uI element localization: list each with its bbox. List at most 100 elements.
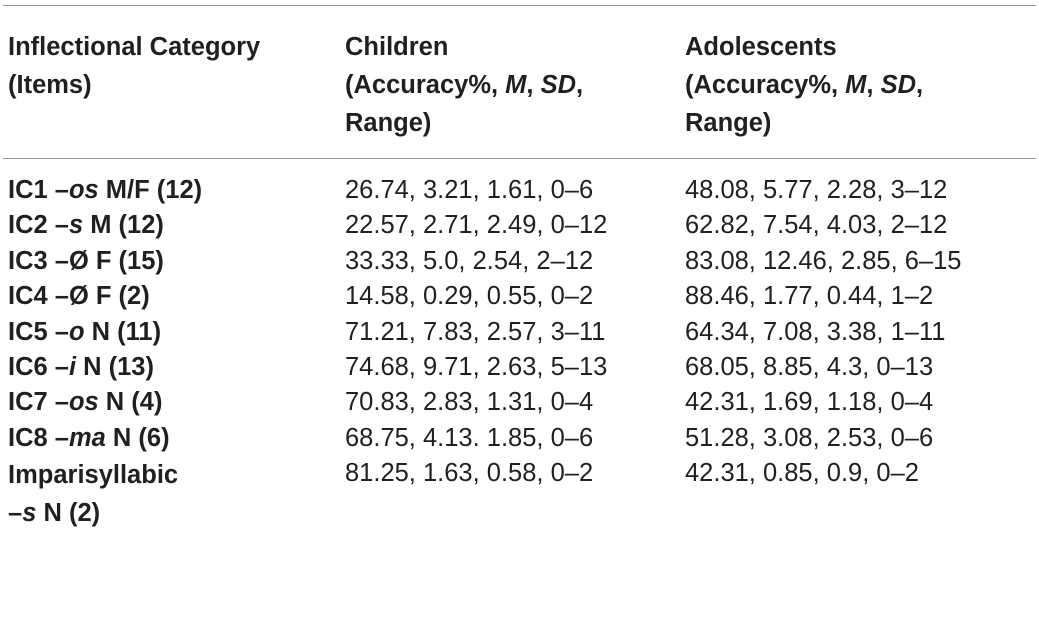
text-segment: , [866, 71, 881, 99]
header-rule [3, 158, 1036, 159]
category-cell: Imparisyllabic –s N (2) [3, 456, 343, 532]
text-segment: , [526, 71, 541, 99]
text-segment: IC8 – [8, 423, 69, 452]
text-segment: Children [345, 33, 449, 61]
table-row: IC4 –Ø F (2) 14.58, 0.29, 0.55, 0–2 88.46,… [3, 279, 1036, 314]
text-segment: IC2 – [8, 211, 69, 240]
text-line: IC8 –ma N (6) [8, 421, 343, 456]
text-segment: , [576, 71, 584, 99]
children-cell: 81.25, 1.63, 0.58, 0–2 [345, 459, 594, 488]
header-children: Children (Accuracy%, M, SD, Range) [343, 28, 683, 142]
text-line: Range) [345, 104, 683, 142]
text-segment: Adolescents [685, 33, 837, 61]
text-line: Children [345, 28, 683, 66]
text-line: IC1 –os M/F (12) [8, 173, 343, 208]
children-cell: 68.75, 4.13. 1.85, 0–6 [345, 423, 594, 452]
children-cell: 71.21, 7.83, 2.57, 3–11 [345, 317, 606, 346]
text-segment: M/F (12) [98, 176, 203, 204]
category-cell: IC7 –os N (4) [3, 385, 343, 420]
children-cell: 33.33, 5.0, 2.54, 2–12 [345, 246, 594, 275]
text-line: (Accuracy%, M, SD, [345, 66, 683, 104]
adolescents-cell: 42.31, 1.69, 1.18, 0–4 [685, 388, 934, 417]
text-line: –s N (2) [8, 494, 343, 532]
table-row: IC8 –ma N (6) 68.75, 4.13. 1.85, 0–6 51.28… [3, 421, 1036, 456]
text-segment: N (4) [98, 388, 163, 417]
results-table: Inflectional Category (Items) Children (Ac… [3, 5, 1036, 532]
children-cell: 70.83, 2.83, 1.31, 0–4 [345, 388, 594, 417]
italic-text: os [68, 176, 99, 204]
italic-text: SD [540, 71, 577, 99]
children-cell: 26.74, 3.21, 1.61, 0–6 [345, 176, 594, 204]
text-line: Range) [685, 104, 1036, 142]
text-segment: N (13) [76, 353, 154, 382]
category-cell: IC2 –s M (12) [3, 208, 343, 243]
italic-text: o [68, 317, 85, 346]
header-inflectional-category: Inflectional Category (Items) [3, 28, 343, 104]
italic-text: i [68, 353, 77, 382]
text-segment: (Items) [8, 71, 92, 99]
text-segment: Range) [345, 109, 432, 137]
text-line: IC5 –o N (11) [8, 315, 343, 350]
adolescents-cell: 88.46, 1.77, 0.44, 1–2 [685, 282, 934, 311]
table-row: Imparisyllabic –s N (2) 81.25, 1.63, 0.58,… [3, 456, 1036, 532]
text-segment: M (12) [83, 211, 164, 240]
italic-text: M [845, 71, 867, 99]
text-segment: (Accuracy%, [345, 71, 506, 99]
italic-text: s [68, 211, 84, 240]
text-segment: Inflectional Category [8, 33, 261, 61]
text-segment: Range) [685, 109, 772, 137]
text-line: IC3 –Ø F (15) [8, 244, 343, 279]
table-row: IC2 –s M (12) 22.57, 2.71, 2.49, 0–12 62.8… [3, 208, 1036, 243]
text-line: IC7 –os N (4) [8, 385, 343, 420]
italic-text: M [505, 71, 527, 99]
text-line: (Items) [8, 66, 343, 104]
italic-text: ma [68, 423, 106, 452]
text-segment: N (11) [84, 317, 162, 346]
table-row: IC5 –o N (11) 71.21, 7.83, 2.57, 3–11 64.3… [3, 315, 1036, 350]
adolescents-cell: 68.05, 8.85, 4.3, 0–13 [685, 353, 934, 382]
category-cell: IC5 –o N (11) [3, 315, 343, 350]
category-cell: IC3 –Ø F (15) [3, 244, 343, 279]
italic-text: s [22, 499, 37, 528]
text-segment: N (2) [36, 499, 101, 528]
adolescents-cell: 83.08, 12.46, 2.85, 6–15 [685, 246, 962, 275]
children-cell: 22.57, 2.71, 2.49, 0–12 [345, 211, 608, 240]
text-line: Imparisyllabic [8, 456, 343, 494]
category-cell: IC8 –ma N (6) [3, 421, 343, 456]
table-row: IC3 –Ø F (15) 33.33, 5.0, 2.54, 2–12 83.08… [3, 244, 1036, 279]
adolescents-cell: 62.82, 7.54, 4.03, 2–12 [685, 211, 948, 240]
children-cell: 74.68, 9.71, 2.63, 5–13 [345, 353, 608, 382]
header-adolescents: Adolescents (Accuracy%, M, SD, Range) [683, 28, 1036, 142]
text-segment: N (6) [105, 423, 170, 452]
adolescents-cell: 48.08, 5.77, 2.28, 3–12 [685, 176, 948, 204]
text-segment: IC5 – [8, 317, 69, 346]
text-line: Inflectional Category [8, 28, 343, 66]
text-line: (Accuracy%, M, SD, [685, 66, 1036, 104]
text-segment: IC1 – [8, 176, 69, 204]
table-row: IC6 –i N (13) 74.68, 9.71, 2.63, 5–13 68.0… [3, 350, 1036, 385]
italic-text: SD [880, 71, 917, 99]
text-segment: IC7 – [8, 388, 69, 417]
text-segment: – [8, 499, 23, 528]
text-line: IC6 –i N (13) [8, 350, 343, 385]
text-segment: , [916, 71, 924, 99]
text-segment: (Accuracy%, [685, 71, 846, 99]
adolescents-cell: 42.31, 0.85, 0.9, 0–2 [685, 459, 919, 488]
table-row: IC7 –os N (4) 70.83, 2.83, 1.31, 0–4 42.31… [3, 385, 1036, 420]
text-segment: IC3 –Ø F (15) [8, 246, 164, 275]
text-line: IC4 –Ø F (2) [8, 279, 343, 314]
italic-text: os [68, 388, 99, 417]
header-row: Inflectional Category (Items) Children (Ac… [3, 6, 1036, 158]
text-segment: IC6 – [8, 353, 69, 382]
adolescents-cell: 51.28, 3.08, 2.53, 0–6 [685, 423, 934, 452]
text-segment: Imparisyllabic [8, 461, 179, 490]
text-line: IC2 –s M (12) [8, 208, 343, 243]
text-line: Adolescents [685, 28, 1036, 66]
category-cell: IC4 –Ø F (2) [3, 279, 343, 314]
category-cell: IC6 –i N (13) [3, 350, 343, 385]
top-rule [3, 5, 1036, 6]
children-cell: 14.58, 0.29, 0.55, 0–2 [345, 282, 594, 311]
category-cell: IC1 –os M/F (12) [3, 173, 343, 208]
table-body: IC1 –os M/F (12) 26.74, 3.21, 1.61, 0–6 48… [3, 159, 1036, 532]
adolescents-cell: 64.34, 7.08, 3.38, 1–11 [685, 317, 946, 346]
